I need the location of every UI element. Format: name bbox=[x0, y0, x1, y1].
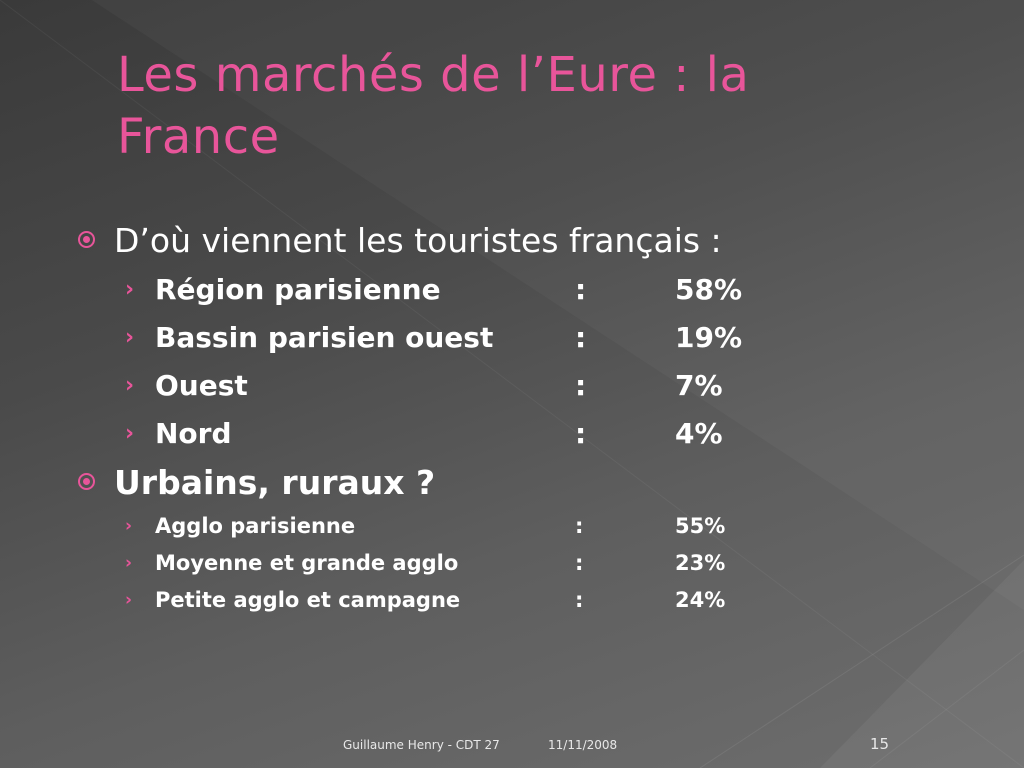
bullet-urban-rural: Urbains, ruraux ? bbox=[78, 457, 978, 507]
chevron-right-icon: › bbox=[125, 420, 135, 446]
item-separator: : bbox=[575, 368, 587, 402]
item-value: 58% bbox=[675, 272, 743, 306]
item-label: Agglo parisienne bbox=[155, 513, 356, 538]
chevron-right-icon: › bbox=[125, 372, 135, 398]
list-item: › Moyenne et grande agglo : 23% bbox=[78, 544, 978, 581]
list-item: › Ouest : 7% bbox=[78, 361, 978, 409]
footer-author: Guillaume Henry - CDT 27 bbox=[343, 738, 500, 752]
page-number: 15 bbox=[870, 735, 890, 753]
list-item: › Agglo parisienne : 55% bbox=[78, 507, 978, 544]
item-value: 23% bbox=[675, 550, 726, 575]
item-value: 55% bbox=[675, 513, 726, 538]
circle-bullet-icon bbox=[78, 231, 95, 248]
item-label: Petite agglo et campagne bbox=[155, 587, 461, 612]
chevron-right-icon: › bbox=[125, 276, 135, 302]
chevron-right-icon: › bbox=[125, 552, 133, 573]
item-label: Moyenne et grande agglo bbox=[155, 550, 459, 575]
circle-bullet-icon bbox=[78, 473, 95, 490]
chevron-right-icon: › bbox=[125, 324, 135, 350]
list-item: › Bassin parisien ouest : 19% bbox=[78, 313, 978, 361]
list-item: › Région parisienne : 58% bbox=[78, 265, 978, 313]
bullet-origin: D’où viennent les touristes français : bbox=[78, 215, 978, 265]
item-separator: : bbox=[575, 272, 587, 306]
item-value: 7% bbox=[675, 368, 723, 402]
item-separator: : bbox=[575, 550, 584, 575]
item-separator: : bbox=[575, 416, 587, 450]
footer-date: 11/11/2008 bbox=[548, 738, 618, 752]
slide-content: D’où viennent les touristes français : ›… bbox=[78, 215, 978, 618]
item-label: Région parisienne bbox=[155, 272, 441, 306]
list-item: › Petite agglo et campagne : 24% bbox=[78, 581, 978, 618]
item-separator: : bbox=[575, 587, 584, 612]
chevron-right-icon: › bbox=[125, 515, 133, 536]
item-separator: : bbox=[575, 513, 584, 538]
item-value: 4% bbox=[675, 416, 723, 450]
bullet-origin-text: D’où viennent les touristes français : bbox=[114, 220, 722, 260]
chevron-right-icon: › bbox=[125, 589, 133, 610]
item-label: Bassin parisien ouest bbox=[155, 320, 494, 354]
bullet-urban-rural-text: Urbains, ruraux ? bbox=[114, 462, 436, 502]
item-value: 19% bbox=[675, 320, 743, 354]
item-label: Nord bbox=[155, 416, 232, 450]
item-value: 24% bbox=[675, 587, 726, 612]
slide-title: Les marchés de l’Eure : la France bbox=[117, 47, 750, 165]
list-item: › Nord : 4% bbox=[78, 409, 978, 457]
item-separator: : bbox=[575, 320, 587, 354]
item-label: Ouest bbox=[155, 368, 248, 402]
